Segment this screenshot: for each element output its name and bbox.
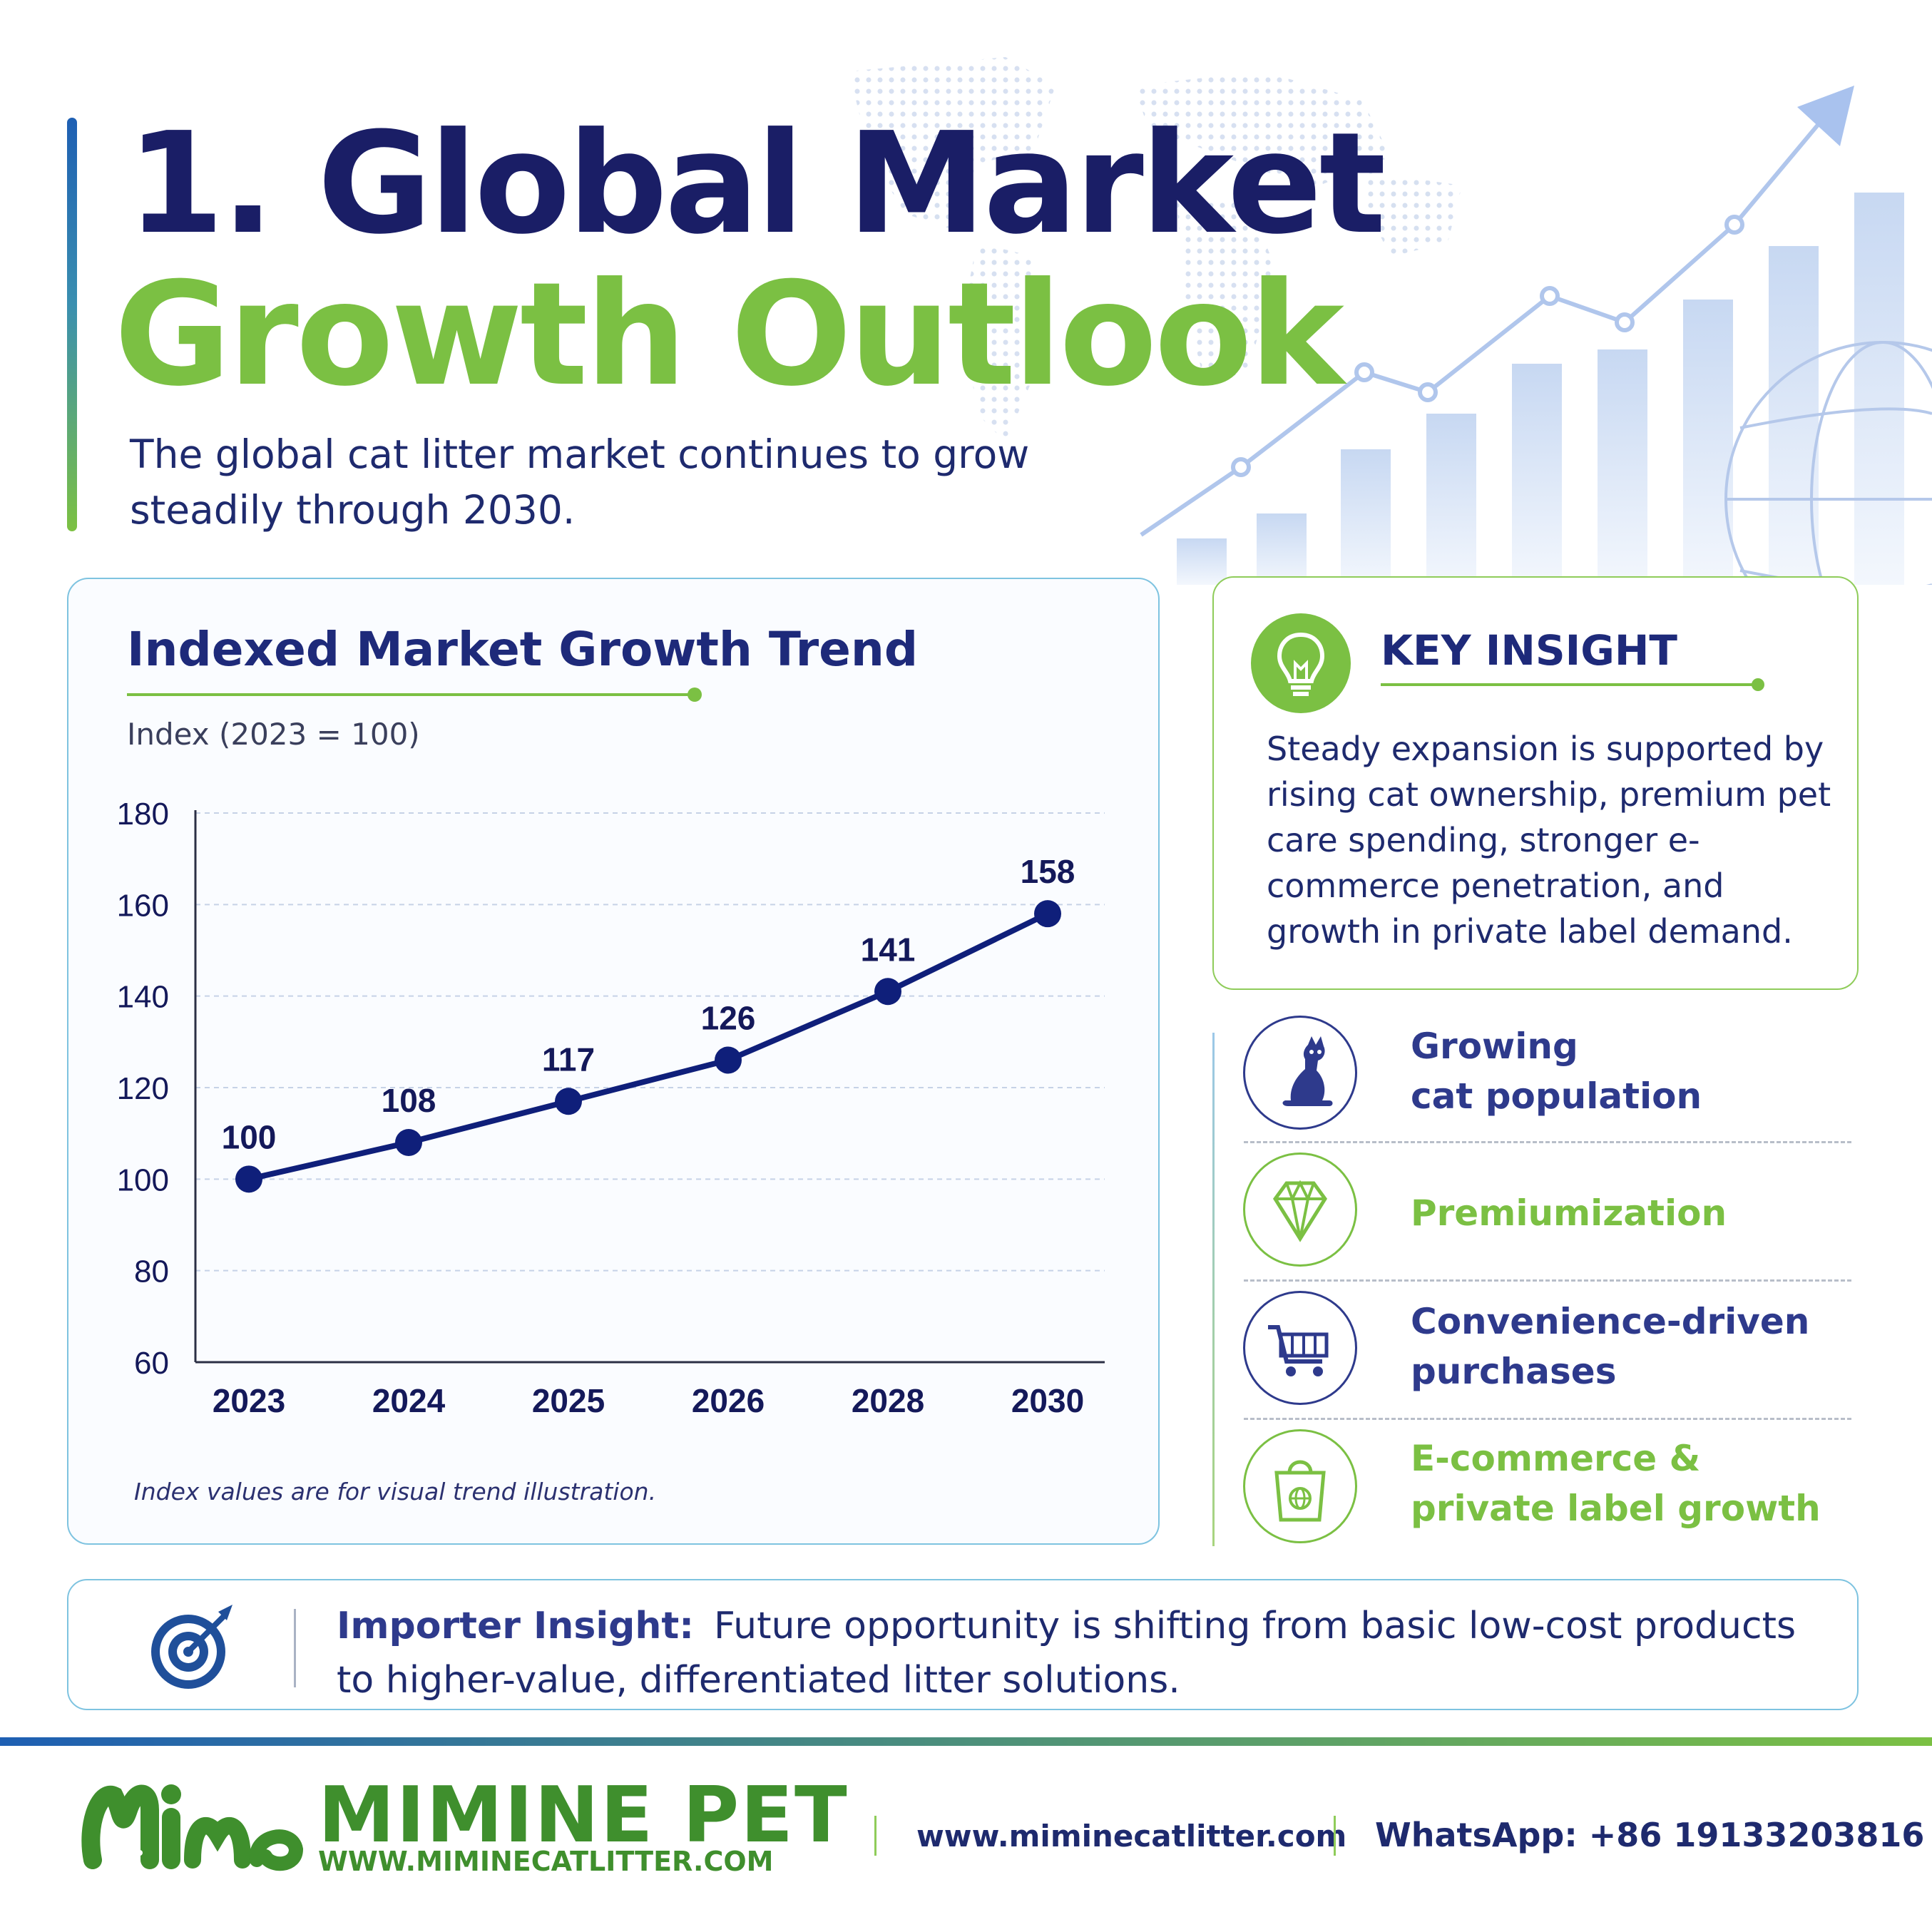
background-arrow-head bbox=[1797, 86, 1854, 146]
x-tick-label: 2026 bbox=[692, 1382, 765, 1419]
x-tick-label: 2030 bbox=[1011, 1382, 1084, 1419]
target-icon bbox=[151, 1605, 232, 1689]
data-label: 117 bbox=[542, 1041, 595, 1078]
brand-url: WWW.MIMINECATLITTER.COM bbox=[318, 1846, 774, 1877]
footer-website-link[interactable]: www.miminecatlitter.com bbox=[916, 1819, 1347, 1854]
driver-label-cat-population: Growing cat population bbox=[1411, 1026, 1702, 1117]
x-tick-label: 2025 bbox=[532, 1382, 605, 1419]
chart-note: Index values are for visual trend illust… bbox=[134, 1478, 657, 1506]
y-tick-label: 80 bbox=[134, 1254, 169, 1289]
driver-icon-circle bbox=[1243, 1016, 1357, 1130]
chart-title-underline bbox=[127, 693, 697, 696]
data-point bbox=[874, 978, 901, 1006]
importer-insight-text: Importer Insight: Future opportunity is s… bbox=[337, 1599, 1834, 1707]
page-title-line2: Growth Outlook bbox=[114, 252, 1344, 418]
data-point bbox=[235, 1165, 262, 1193]
lightbulb-icon bbox=[1251, 613, 1351, 713]
background-trend-arrow bbox=[1140, 106, 1835, 537]
driver-icon-circle bbox=[1243, 1291, 1357, 1405]
world-map-dots bbox=[849, 57, 1462, 442]
importer-insight-card bbox=[67, 1579, 1859, 1710]
driver-icon-circle bbox=[1243, 1429, 1357, 1543]
key-insight-underline-dot bbox=[1752, 678, 1764, 691]
key-insight-text: Steady expansion is supported by rising … bbox=[1267, 730, 1831, 951]
shopping-cart-icon bbox=[1268, 1325, 1329, 1376]
data-point bbox=[395, 1129, 422, 1156]
shopping-bag-icon bbox=[1274, 1460, 1326, 1522]
key-insight-title: KEY INSIGHT bbox=[1381, 626, 1677, 675]
series-line bbox=[248, 911, 1049, 1182]
data-point bbox=[1034, 900, 1061, 928]
driver-icon-circle bbox=[1243, 1152, 1357, 1267]
cat-icon bbox=[1282, 1036, 1333, 1106]
driver-label-ecommerce: E-commerce & private label growth bbox=[1411, 1438, 1821, 1529]
diamond-icon bbox=[1272, 1180, 1328, 1242]
footer-whatsapp[interactable]: WhatsApp: +86 19133203816 bbox=[1375, 1816, 1925, 1854]
y-tick-label: 180 bbox=[117, 797, 169, 832]
chart-card bbox=[67, 578, 1160, 1545]
line-chart: 60 80 100 120 140 160 180 2023 2024 2025 2026 2028 2… bbox=[117, 797, 1105, 1419]
data-point bbox=[555, 1088, 582, 1115]
x-tick-label: 2023 bbox=[213, 1382, 285, 1419]
x-tick-label: 2028 bbox=[852, 1382, 924, 1419]
y-tick-label: 160 bbox=[117, 888, 169, 923]
key-insight-underline bbox=[1381, 683, 1759, 686]
data-label: 158 bbox=[1021, 853, 1075, 890]
drivers-accent-line bbox=[1212, 1033, 1215, 1546]
driver-label-premiumization: Premiumization bbox=[1411, 1192, 1727, 1234]
driver-divider bbox=[1244, 1279, 1851, 1282]
page-title-line1: 1. Global Market bbox=[127, 103, 1386, 265]
importer-insight-label: Importer Insight: bbox=[337, 1605, 695, 1647]
data-label: 141 bbox=[861, 931, 916, 968]
importer-insight-body: Future opportunity is shifting from basi… bbox=[337, 1605, 1796, 1702]
driver-divider bbox=[1244, 1141, 1851, 1143]
x-tick-label: 2024 bbox=[372, 1382, 446, 1419]
data-label: 100 bbox=[222, 1118, 277, 1155]
y-tick-label: 140 bbox=[117, 980, 169, 1015]
mimine-logo-icon bbox=[81, 1784, 304, 1871]
y-tick-label: 120 bbox=[117, 1071, 169, 1106]
footer-separator bbox=[874, 1816, 876, 1856]
title-accent-bar bbox=[67, 118, 77, 531]
chart-title-underline-dot bbox=[688, 688, 702, 702]
background-growth-illustration bbox=[849, 57, 1932, 585]
footer-gradient-rule bbox=[0, 1737, 1932, 1746]
chart-index-label: Index (2023 = 100) bbox=[127, 717, 420, 752]
page-subtitle: The global cat litter market continues t… bbox=[130, 431, 1030, 533]
y-tick-label: 100 bbox=[117, 1162, 169, 1197]
y-tick-label: 60 bbox=[134, 1346, 169, 1381]
data-point bbox=[715, 1046, 742, 1074]
chart-title: Indexed Market Growth Trend bbox=[127, 622, 919, 677]
data-label: 108 bbox=[382, 1082, 436, 1119]
driver-label-convenience: Convenience-driven purchases bbox=[1411, 1301, 1810, 1392]
driver-divider bbox=[1244, 1418, 1851, 1420]
footer-separator bbox=[1334, 1816, 1336, 1856]
data-label: 126 bbox=[701, 1000, 756, 1037]
importer-separator bbox=[294, 1609, 296, 1687]
background-bars bbox=[1177, 193, 1904, 585]
brand-name: MIMINE PET bbox=[318, 1771, 849, 1860]
